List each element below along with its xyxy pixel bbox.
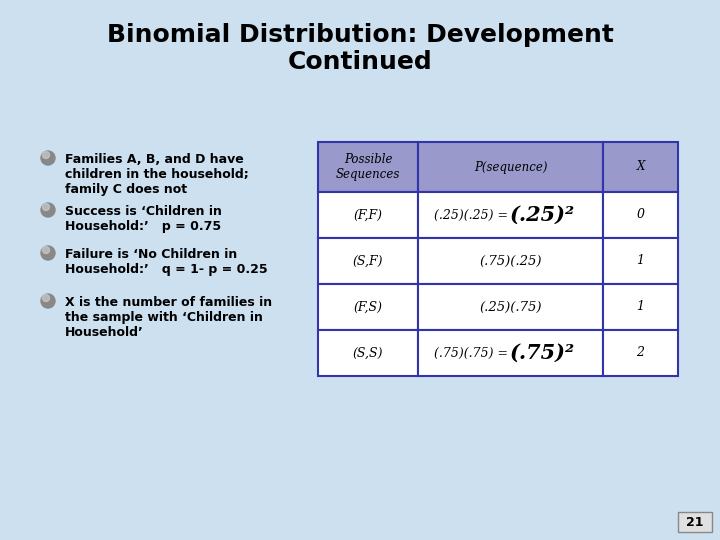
Text: (S,S): (S,S): [353, 347, 383, 360]
Text: X is the number of families in: X is the number of families in: [65, 296, 272, 309]
Text: 21: 21: [686, 516, 703, 529]
Text: Household:’   p = 0.75: Household:’ p = 0.75: [65, 220, 221, 233]
Circle shape: [41, 151, 55, 165]
Text: (.75)(.25): (.75)(.25): [480, 254, 541, 267]
Text: (.25)²: (.25)²: [510, 205, 575, 225]
Bar: [318, 142, 418, 192]
Circle shape: [41, 294, 55, 308]
Bar: [603, 192, 678, 238]
Text: (F,S): (F,S): [354, 300, 382, 314]
Text: the sample with ‘Children in: the sample with ‘Children in: [65, 311, 263, 324]
Text: 1: 1: [636, 300, 644, 314]
Text: Continued: Continued: [287, 50, 433, 74]
Text: children in the household;: children in the household;: [65, 168, 248, 181]
Text: 2: 2: [636, 347, 644, 360]
Text: 1: 1: [636, 254, 644, 267]
Circle shape: [42, 204, 50, 211]
Text: (F,F): (F,F): [354, 208, 382, 221]
Bar: [318, 284, 418, 330]
Text: Success is ‘Children in: Success is ‘Children in: [65, 205, 222, 218]
Bar: [418, 284, 603, 330]
Text: Binomial Distribution: Development: Binomial Distribution: Development: [107, 23, 613, 47]
Bar: [418, 330, 603, 376]
Bar: [318, 238, 418, 284]
Text: family C does not: family C does not: [65, 183, 187, 196]
Text: Household’: Household’: [65, 326, 144, 339]
Circle shape: [42, 294, 50, 301]
Text: Possible
Sequences: Possible Sequences: [336, 153, 400, 181]
Text: P(sequence): P(sequence): [474, 160, 547, 173]
Text: Failure is ‘No Children in: Failure is ‘No Children in: [65, 248, 238, 261]
Bar: [318, 192, 418, 238]
Circle shape: [41, 246, 55, 260]
Bar: [603, 142, 678, 192]
Bar: [678, 512, 712, 532]
Bar: [603, 238, 678, 284]
Bar: [318, 330, 418, 376]
Circle shape: [41, 203, 55, 217]
Text: (.75)²: (.75)²: [510, 343, 575, 363]
Bar: [603, 330, 678, 376]
Text: Household:’   q = 1- p = 0.25: Household:’ q = 1- p = 0.25: [65, 263, 268, 276]
Bar: [418, 238, 603, 284]
Circle shape: [42, 246, 50, 253]
Text: (.75)(.75) =: (.75)(.75) =: [434, 347, 508, 360]
Bar: [418, 142, 603, 192]
Circle shape: [42, 152, 50, 159]
Text: (.25)(.75): (.25)(.75): [480, 300, 541, 314]
Text: 0: 0: [636, 208, 644, 221]
Text: (.25)(.25) =: (.25)(.25) =: [434, 208, 508, 221]
Bar: [418, 192, 603, 238]
Text: (S,F): (S,F): [353, 254, 383, 267]
Bar: [603, 284, 678, 330]
Text: X: X: [636, 160, 644, 173]
Text: Families A, B, and D have: Families A, B, and D have: [65, 153, 244, 166]
